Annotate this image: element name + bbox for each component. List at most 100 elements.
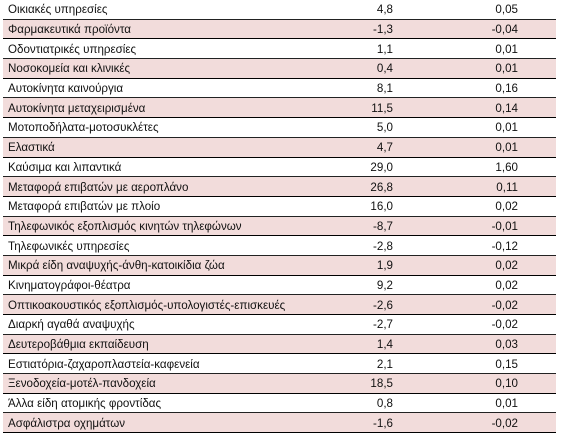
row-divider <box>3 18 556 20</box>
row-label: Κινηματογράφοι-θέατρα <box>8 278 131 292</box>
row-value: 0,4 <box>376 62 393 76</box>
table-row: Νοσοκομεία και κλινικές 0,4 0,01 <box>3 59 556 79</box>
row-divider <box>3 373 556 375</box>
row-share: 0,01 <box>495 62 518 76</box>
row-value: 8,1 <box>376 82 393 96</box>
row-value: 18,5 <box>370 377 393 391</box>
row-value: -1,6 <box>373 416 393 430</box>
row-divider <box>3 58 556 60</box>
row-value: 9,2 <box>376 278 393 292</box>
row-label: Οπτικοακουστικός εξοπλισμός-υπολογιστές-… <box>8 298 286 312</box>
table-row: Οδοντιατρικές υπηρεσίες 1,1 0,01 <box>3 39 556 60</box>
table-row: Μεταφορά επιβατών με αεροπλάνο 26,8 0,11 <box>3 177 556 197</box>
table-row: Κινηματογράφοι-θέατρα 9,2 0,02 <box>3 276 556 296</box>
row-divider <box>3 136 556 138</box>
row-value: 0,8 <box>376 397 393 411</box>
row-share: 0,01 <box>495 141 518 155</box>
row-label: Μικρά είδη αναψυχής-άνθη-κατοικίδια ζώα <box>8 259 225 273</box>
table-row: Ασφάλιστρα οχημάτων -1,6 -0,02 <box>3 413 556 434</box>
row-label: Άλλα είδη ατομικής φροντίδας <box>8 397 162 411</box>
row-divider <box>3 156 556 158</box>
row-share: 0,02 <box>495 278 518 292</box>
table-row: Διαρκή αγαθά αναψυχής -2,7 -0,02 <box>3 315 556 335</box>
row-share: 0,01 <box>495 121 518 135</box>
row-divider <box>3 97 556 99</box>
table-row: Μοτοποδήλατα-μοτοσυκλέτες 5,0 0,01 <box>3 118 556 138</box>
row-divider <box>3 195 556 197</box>
row-share: 0,01 <box>495 42 518 56</box>
row-share: 0,02 <box>495 200 518 214</box>
table-row: Μεταφορά επιβατών με πλοίο 16,0 0,02 <box>3 197 556 217</box>
row-share: 0,10 <box>495 377 518 391</box>
row-value: 1,4 <box>376 338 393 352</box>
row-label: Μοτοποδήλατα-μοτοσυκλέτες <box>8 121 159 135</box>
row-divider <box>3 294 556 296</box>
row-divider <box>3 353 556 355</box>
row-value: 5,0 <box>376 121 393 135</box>
row-label: Καύσιμα και λιπαντικά <box>8 160 122 174</box>
row-label: Μεταφορά επιβατών με πλοίο <box>8 200 161 214</box>
row-value: 4,8 <box>376 3 393 17</box>
row-share: -0,12 <box>491 239 518 253</box>
row-share: -0,01 <box>491 219 518 233</box>
row-label: Οδοντιατρικές υπηρεσίες <box>8 42 137 56</box>
table-row: Οικιακές υπηρεσίες 4,8 0,05 <box>3 0 556 20</box>
row-share: 0,11 <box>496 180 518 194</box>
row-value: 4,7 <box>376 141 393 155</box>
row-share: 0,14 <box>495 101 518 115</box>
row-value: -2,6 <box>373 298 393 312</box>
row-divider <box>3 77 556 79</box>
row-value: 29,0 <box>370 160 393 174</box>
row-label: Μεταφορά επιβατών με αεροπλάνο <box>8 180 189 194</box>
table-row: Ελαστικά 4,7 0,01 <box>3 137 556 158</box>
row-label: Τηλεφωνικές υπηρεσίες <box>8 239 130 253</box>
table-row: Ξενοδοχεία-μοτέλ-πανδοχεία 18,5 0,10 <box>3 374 556 394</box>
row-divider <box>3 333 556 335</box>
row-share: 0,05 <box>495 3 518 17</box>
row-value: 2,1 <box>376 357 393 371</box>
row-label: Ξενοδοχεία-μοτέλ-πανδοχεία <box>8 377 156 391</box>
row-share: 0,16 <box>495 82 518 96</box>
row-value: -2,7 <box>373 318 393 332</box>
row-value: 1,1 <box>376 42 393 56</box>
row-share: 1,60 <box>495 160 518 174</box>
row-value: -8,7 <box>373 219 393 233</box>
table-row: Αυτοκίνητα μεταχειρισμένα 11,5 0,14 <box>3 98 556 119</box>
row-label: Αυτοκίνητα καινούργια <box>8 82 124 96</box>
row-label: Οικιακές υπηρεσίες <box>8 3 108 17</box>
row-value: 16,0 <box>370 200 393 214</box>
row-divider <box>3 274 556 276</box>
table-row: Τηλεφωνικός εξοπλισμός κινητών τηλεφώνων… <box>3 216 556 237</box>
row-label: Νοσοκομεία και κλινικές <box>8 62 131 76</box>
table-row: Οπτικοακουστικός εξοπλισμός-υπολογιστές-… <box>3 295 556 315</box>
row-label: Τηλεφωνικός εξοπλισμός κινητών τηλεφώνων <box>8 219 242 233</box>
row-share: 0,03 <box>495 338 518 352</box>
row-label: Φαρμακευτικά προϊόντα <box>8 23 131 37</box>
row-divider <box>3 314 556 315</box>
row-divider <box>3 215 556 217</box>
row-value: 11,5 <box>371 101 393 115</box>
row-divider <box>3 235 556 237</box>
table-row: Δευτεροβάθμια εκπαίδευση 1,4 0,03 <box>3 334 556 355</box>
row-divider <box>3 176 556 178</box>
row-share: -0,02 <box>491 416 518 430</box>
row-label: Δευτεροβάθμια εκπαίδευση <box>8 338 149 352</box>
table-row: Μικρά είδη αναψυχής-άνθη-κατοικίδια ζώα 1… <box>3 255 556 276</box>
row-label: Διαρκή αγαθά αναψυχής <box>8 318 135 332</box>
row-share: 0,01 <box>495 397 518 411</box>
row-share: 0,15 <box>495 357 518 371</box>
row-label: Ελαστικά <box>8 141 55 155</box>
row-label: Εστιατόρια-ζαχαροπλαστεία-καφενεία <box>8 357 200 371</box>
row-divider <box>3 38 556 40</box>
row-share: -0,04 <box>491 23 518 37</box>
data-table: Οικιακές υπηρεσίες 4,8 0,05 Φαρμακευτικά πρ… <box>3 0 556 434</box>
table-row: Καύσιμα και λιπαντικά 29,0 1,60 <box>3 158 556 178</box>
row-value: 1,9 <box>376 259 393 273</box>
row-value: -1,3 <box>373 23 393 37</box>
table-row: Φαρμακευτικά προϊόντα -1,3 -0,04 <box>3 19 556 40</box>
row-share: -0,02 <box>491 318 518 332</box>
row-share: 0,02 <box>495 259 518 273</box>
table-row: Τηλεφωνικές υπηρεσίες -2,8 -0,12 <box>3 236 556 256</box>
row-divider <box>3 412 556 414</box>
row-share: -0,02 <box>491 298 518 312</box>
